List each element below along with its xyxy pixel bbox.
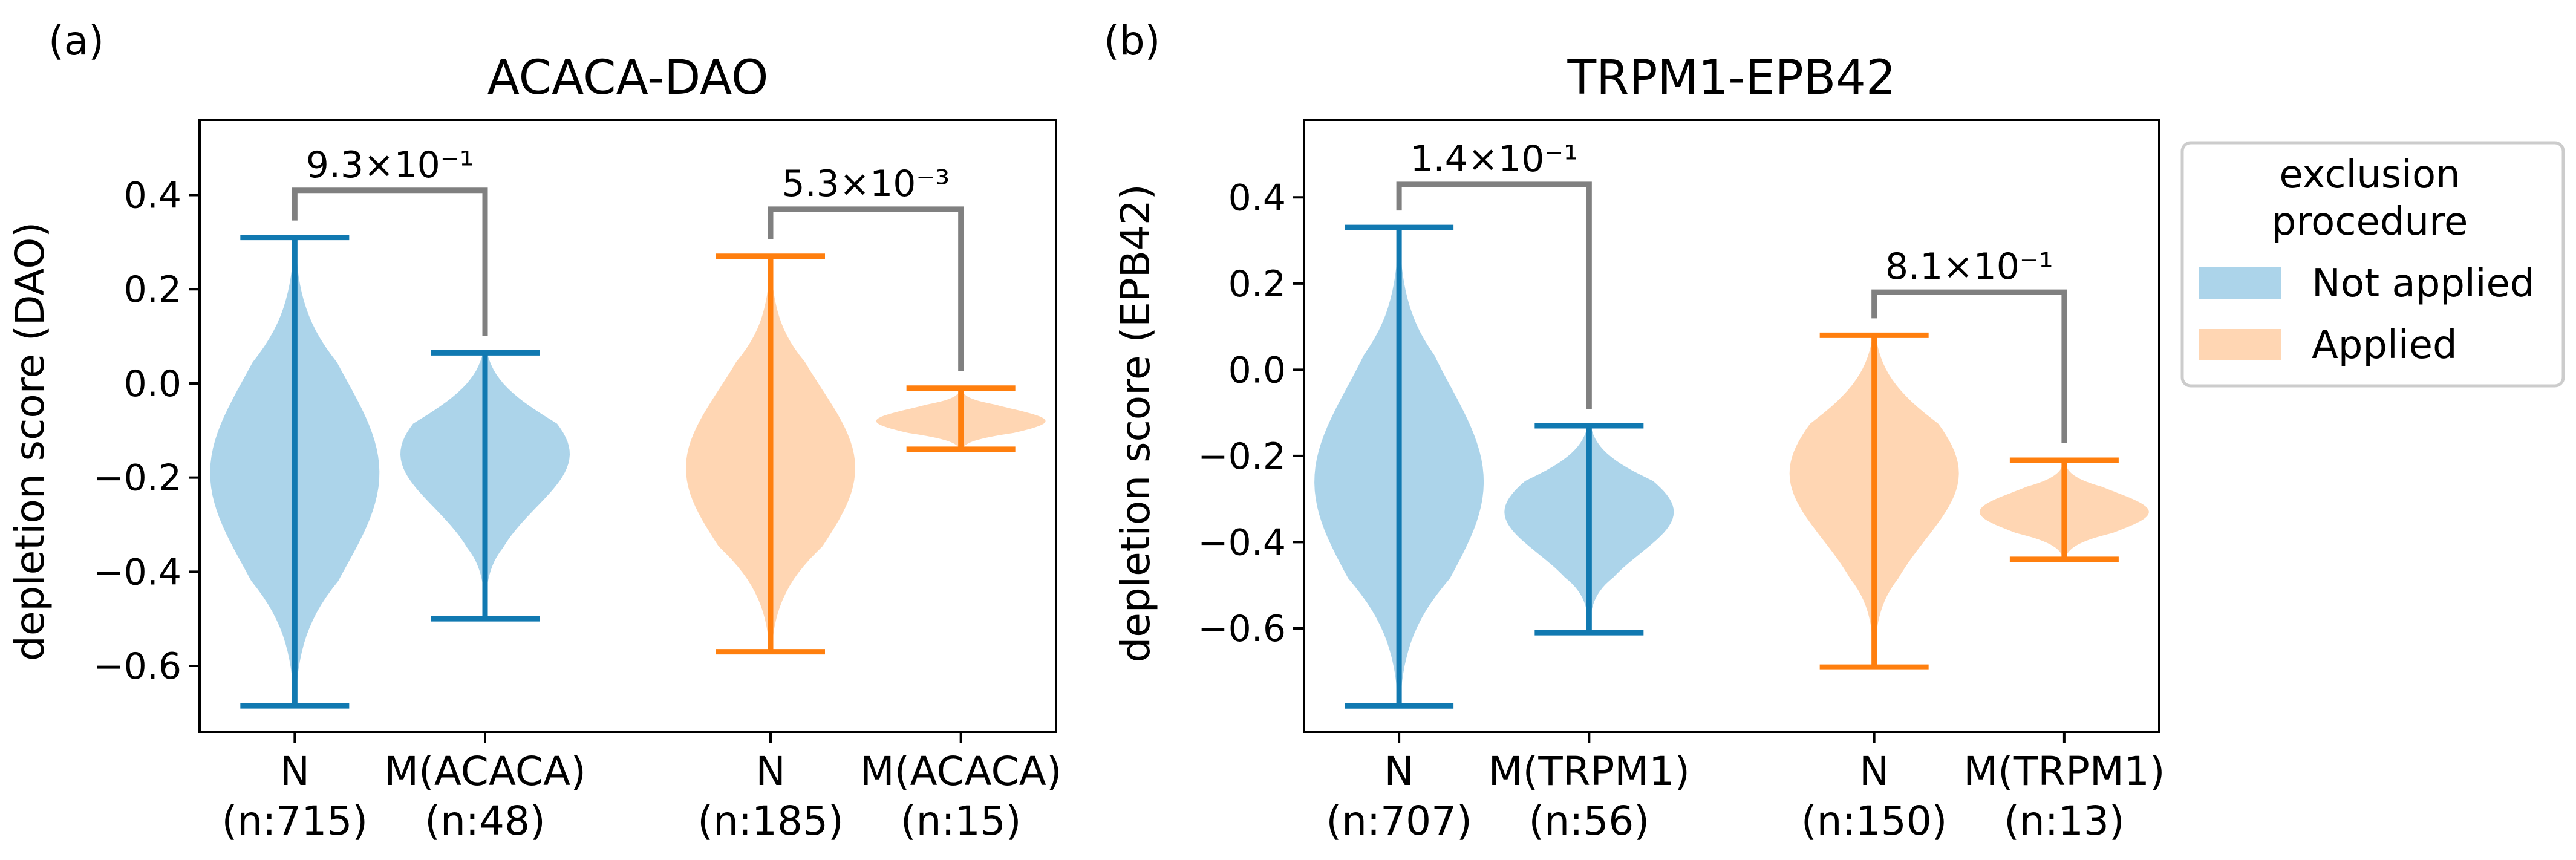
ytick-label: −0.2: [1198, 435, 1286, 478]
ytick-label: 0.0: [1228, 349, 1286, 391]
panel-b-axes-frame: [1303, 119, 2160, 733]
xtick-count-label: (n:15): [901, 798, 1022, 844]
legend: exclusion procedure Not applied Applied: [2180, 141, 2565, 388]
panel-a: (a) ACACA-DAO depletion score (DAO) −0.6…: [7, 18, 1062, 844]
xtick-count-label: (n:56): [1529, 798, 1650, 844]
xtick-category-label: M(ACACA): [384, 748, 586, 795]
xtick-count-label: (n:185): [697, 798, 844, 844]
panel-a-letter: (a): [48, 18, 104, 64]
ytick-label: 0.0: [124, 363, 181, 405]
legend-label-not-applied: Not applied: [2312, 261, 2535, 306]
xtick-category-label: M(TRPM1): [1489, 748, 1690, 795]
xtick-count-label: (n:48): [425, 798, 546, 844]
ytick-label: −0.2: [93, 457, 181, 500]
ytick-label: 0.2: [124, 269, 181, 311]
xtick-count-label: (n:13): [2004, 798, 2125, 844]
panel-b-letter: (b): [1104, 18, 1160, 64]
ytick-label: −0.6: [93, 645, 181, 688]
legend-box: [2180, 141, 2565, 388]
legend-swatch-applied: [2199, 329, 2281, 360]
panel-b-ylabel: depletion score (EPB42): [1112, 184, 1159, 662]
pvalue-label: 1.4×10⁻¹: [1410, 138, 1578, 180]
pvalue-label: 5.3×10⁻³: [781, 163, 950, 205]
ytick-label: −0.4: [93, 551, 181, 593]
legend-title-line1: exclusion: [2279, 152, 2460, 197]
panel-b-plot-area: −0.6−0.4−0.20.00.20.4N(n:707)M(TRPM1)(n:…: [1198, 138, 2165, 844]
xtick-category-label: M(TRPM1): [1963, 748, 2165, 795]
pvalue-label: 8.1×10⁻¹: [1885, 246, 2053, 288]
xtick-count-label: (n:707): [1326, 798, 1472, 844]
legend-title-line2: procedure: [2272, 200, 2468, 244]
xtick-category-label: N: [280, 748, 310, 795]
ytick-label: 0.2: [1228, 263, 1286, 305]
ytick-label: −0.4: [1198, 521, 1286, 564]
panel-b-title: TRPM1-EPB42: [1567, 51, 1896, 105]
legend-label-applied: Applied: [2312, 323, 2457, 368]
ytick-label: −0.6: [1198, 608, 1286, 650]
panel-b: (b) TRPM1-EPB42 depletion score (EPB42) …: [1104, 18, 2165, 844]
xtick-category-label: N: [1384, 748, 1414, 795]
ytick-label: 0.4: [1228, 177, 1286, 219]
xtick-category-label: N: [755, 748, 785, 795]
panel-a-ylabel: depletion score (DAO): [7, 222, 53, 661]
pvalue-label: 9.3×10⁻¹: [306, 144, 474, 186]
significance-bracket: [1871, 289, 2067, 444]
panel-a-title: ACACA-DAO: [487, 51, 769, 105]
xtick-category-label: N: [1859, 748, 1889, 795]
xtick-count-label: (n:715): [222, 798, 368, 844]
panel-a-plot-area: −0.6−0.4−0.20.00.20.4N(n:715)M(ACACA)(n:…: [93, 144, 1061, 844]
xtick-count-label: (n:150): [1801, 798, 1948, 844]
panel-a-axes-frame: [198, 119, 1057, 733]
ytick-label: 0.4: [124, 175, 181, 217]
legend-swatch-not-applied: [2199, 267, 2281, 299]
xtick-category-label: M(ACACA): [860, 748, 1062, 795]
significance-bracket: [1396, 181, 1592, 409]
significance-bracket: [292, 187, 488, 336]
significance-bracket: [768, 206, 964, 371]
